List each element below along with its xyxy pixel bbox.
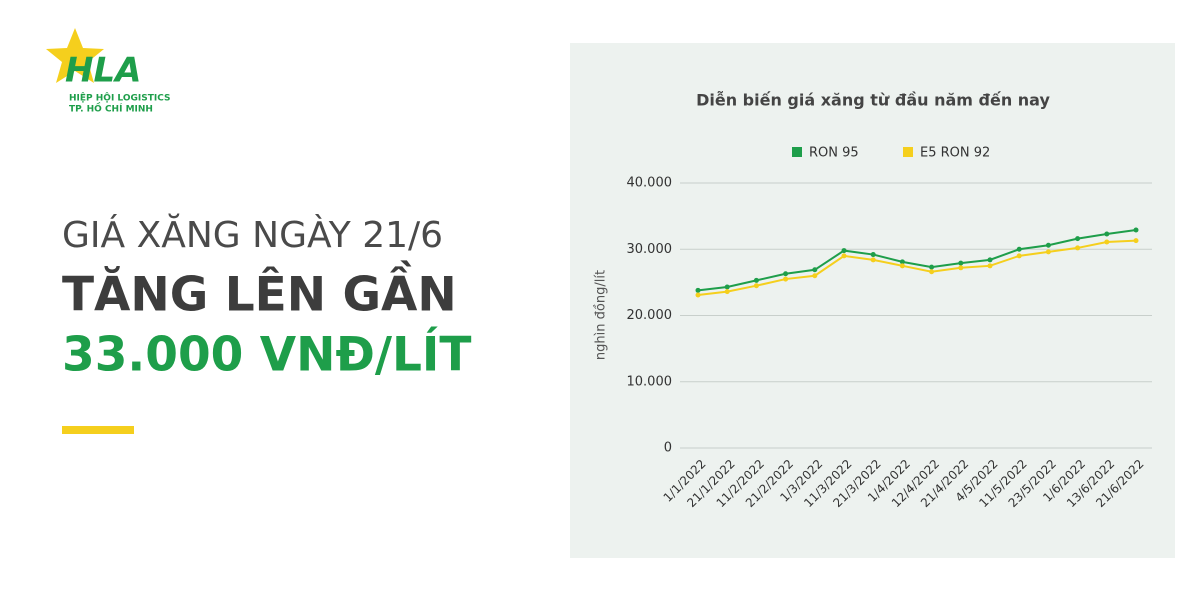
series-point — [987, 257, 993, 263]
chart-panel — [570, 43, 1175, 558]
series-point — [958, 265, 964, 271]
series-point — [929, 264, 935, 270]
headline: GIÁ XĂNG NGÀY 21/6 — [62, 213, 443, 256]
series-point — [1016, 253, 1022, 259]
logo-line: HIỆP HỘI LOGISTICS — [69, 93, 170, 104]
y-axis-label: nghìn đồng/lít — [594, 270, 609, 360]
y-tick-label: 20.000 — [627, 308, 673, 323]
legend-label: RON 95 — [809, 146, 859, 161]
series-point — [1104, 239, 1110, 245]
series-point — [1104, 231, 1110, 237]
series-point — [841, 248, 847, 254]
y-tick-label: 0 — [664, 441, 672, 456]
series-point — [841, 253, 847, 259]
logo-name: HLA — [65, 51, 141, 91]
series-point — [753, 277, 759, 283]
series-point — [783, 276, 789, 282]
series-point — [695, 287, 701, 293]
series-line — [697, 239, 1137, 296]
series-point — [870, 252, 876, 258]
series-point — [870, 257, 876, 263]
series-point — [987, 263, 993, 269]
series-point — [1045, 249, 1051, 255]
series-point — [1133, 238, 1139, 244]
legend-swatch — [903, 147, 913, 157]
chart-title: Diễn biến giá xăng từ đầu năm đến nay — [696, 91, 1050, 110]
series-point — [929, 269, 935, 275]
logo-star — [46, 28, 104, 83]
series-point — [899, 263, 905, 269]
series-point — [695, 292, 701, 298]
series-point — [812, 267, 818, 273]
series-point — [1075, 236, 1081, 242]
series-point — [899, 259, 905, 265]
series-point — [958, 260, 964, 266]
accent-bar — [62, 426, 134, 434]
series-point — [724, 284, 730, 290]
legend-swatch — [792, 147, 802, 157]
series-point — [783, 271, 789, 277]
y-tick-label: 40.000 — [627, 176, 673, 191]
series-point — [753, 283, 759, 289]
headline: TĂNG LÊN GẦN — [62, 262, 457, 323]
headline: 33.000 VNĐ/LÍT — [62, 328, 471, 383]
y-tick-label: 10.000 — [627, 374, 673, 389]
series-point — [724, 289, 730, 295]
series-point — [1133, 227, 1139, 233]
logo-line: TP. HỒ CHÍ MINH — [69, 102, 153, 115]
series-point — [812, 273, 818, 279]
legend-label: E5 RON 92 — [920, 146, 990, 161]
series-point — [1045, 242, 1051, 248]
series-line — [697, 229, 1137, 292]
y-tick-label: 30.000 — [627, 242, 673, 257]
series-point — [1016, 246, 1022, 252]
series-point — [1075, 245, 1081, 251]
